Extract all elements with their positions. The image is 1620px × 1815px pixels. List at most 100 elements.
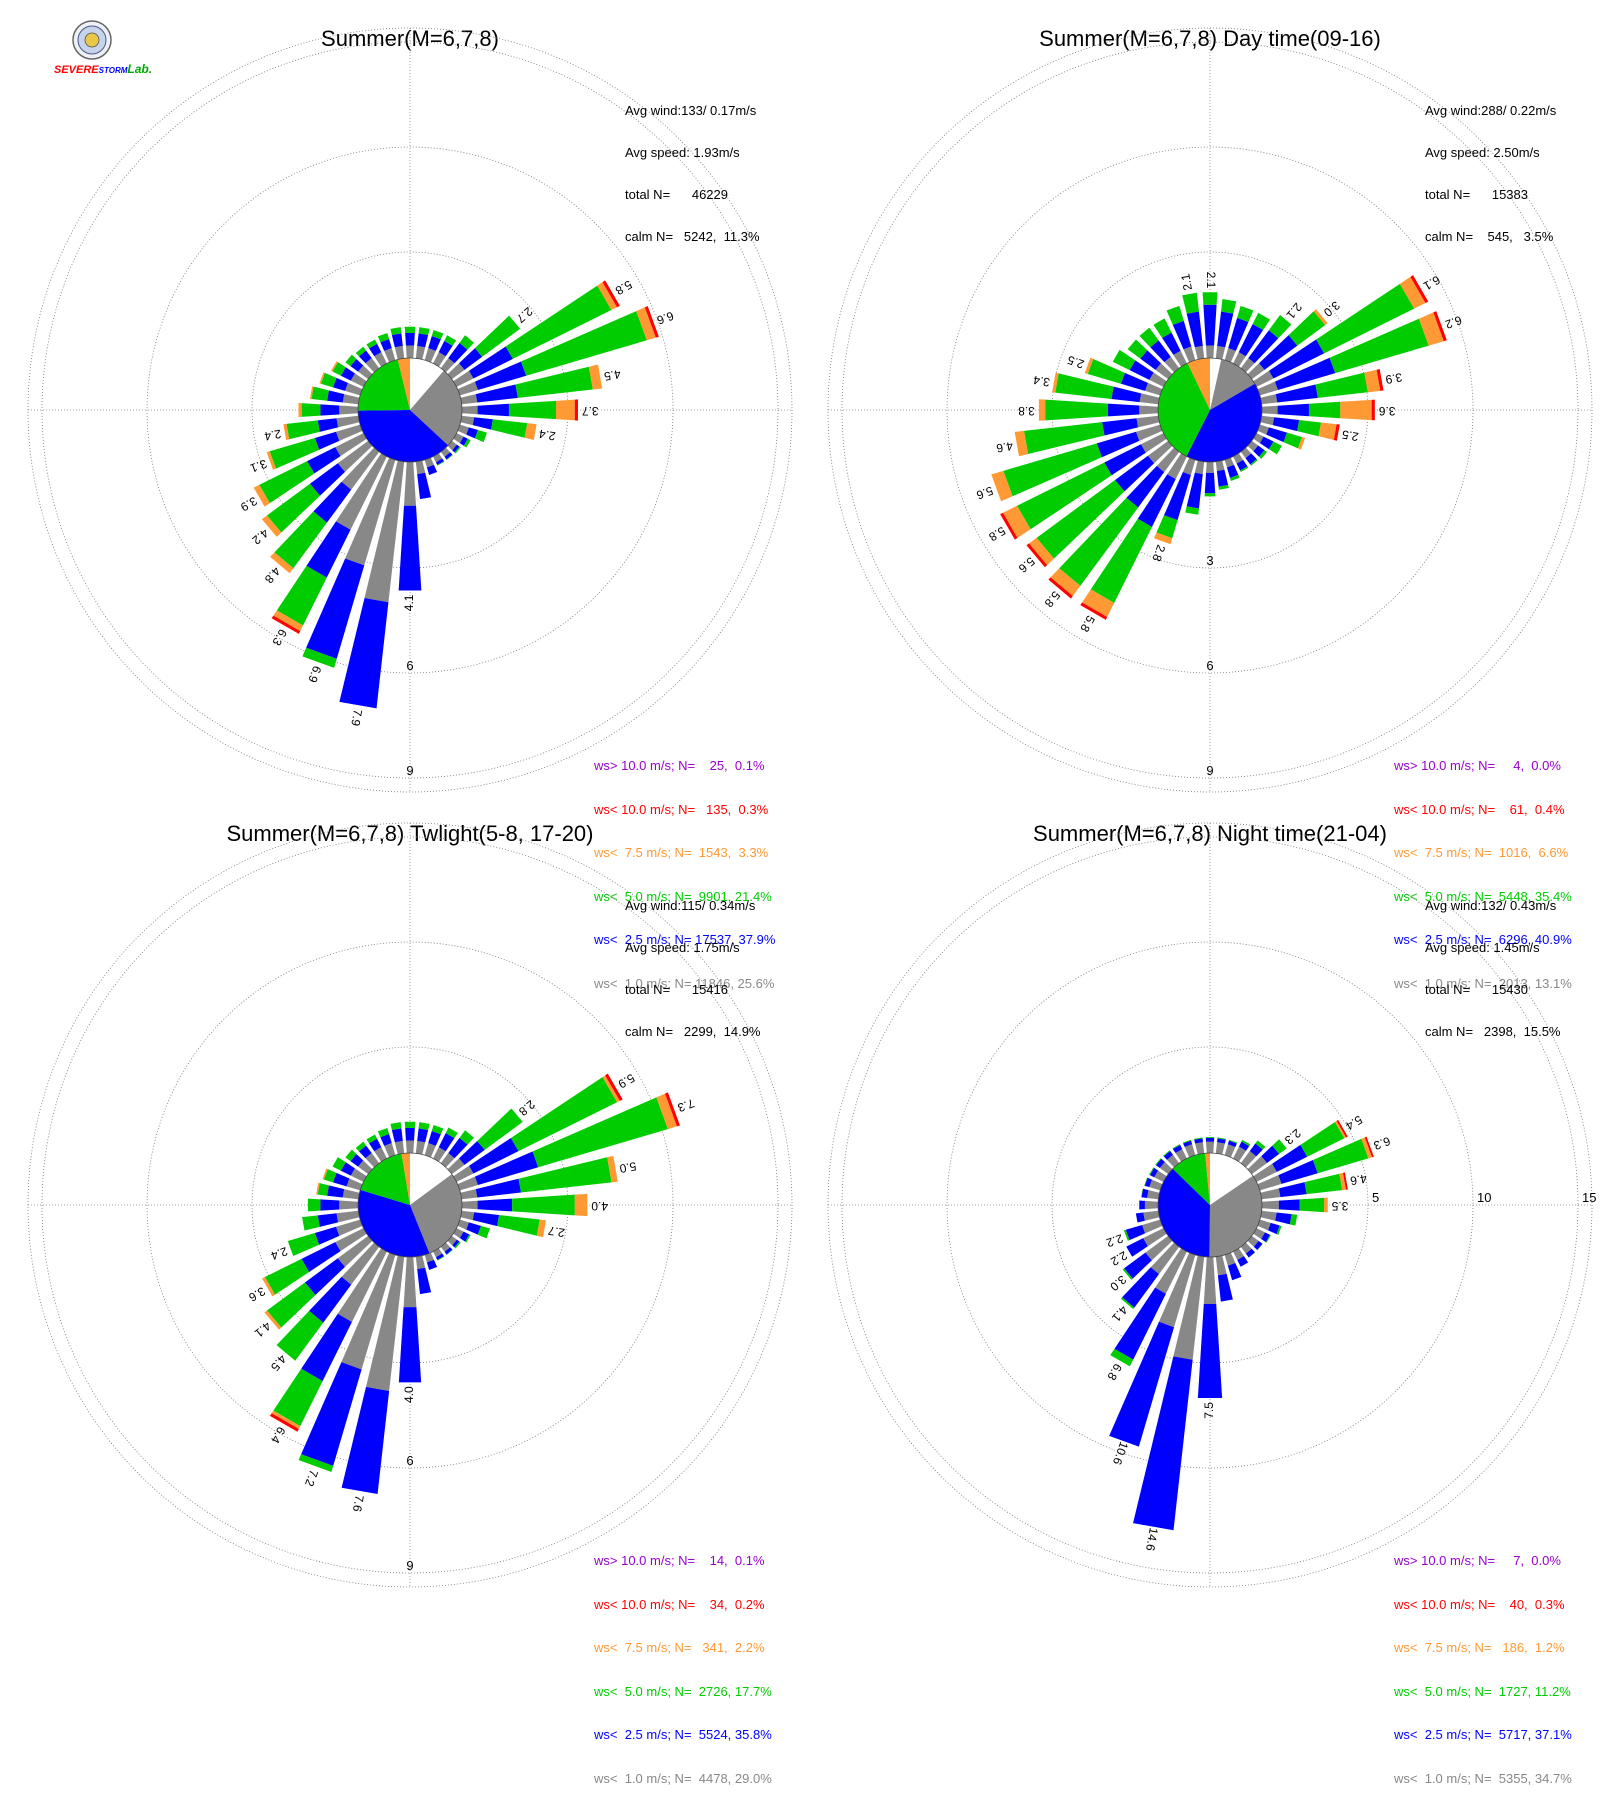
bar-label: 10.6 [1110,1440,1131,1467]
bar-segment [512,1194,575,1216]
bar-label: 5.8 [1077,613,1098,635]
bar-segment [1186,472,1203,509]
bar-label: 4.6 [1349,1171,1368,1188]
bar-segment [1164,472,1191,521]
direction-bar [322,1168,363,1191]
direction-bar [1247,1235,1263,1251]
direction-bar [316,1182,360,1200]
ring-label: 9 [406,1558,413,1573]
bar-segment [1149,1179,1163,1191]
calm-pie-slice [358,1189,430,1257]
bar-segment [335,1219,363,1236]
bar-segment [384,348,396,363]
bar-segment [459,335,475,350]
bar-segment [491,419,528,438]
bar-segment [454,446,461,454]
direction-bar [1233,453,1249,473]
bar-segment [337,440,373,472]
bar-segment [1026,543,1048,568]
bar-segment [1144,1177,1152,1188]
bar-segment [342,1189,360,1200]
bar-segment [424,1252,434,1263]
bar-segment [475,384,518,403]
bar-label: 5.8 [613,277,635,298]
bar-segment [1253,1240,1263,1250]
bar-segment [259,461,315,504]
bar-segment [307,447,341,474]
ring-label: 6 [1206,658,1213,673]
direction-bar [1215,460,1229,490]
bar-segment [424,348,436,363]
bar-segment [1143,1228,1167,1247]
bar-segment [335,424,363,441]
lab-logo: SEVERESTORMLab. [50,20,152,84]
bar-segment [460,394,478,405]
direction-bar [404,326,416,359]
bar-segment [452,444,460,453]
bar-segment [319,372,325,384]
stats-block: Avg wind:115/ 0.34m/s Avg speed: 1.75m/s… [625,871,761,1067]
bar-segment [555,399,575,421]
bar-segment [1194,1138,1203,1144]
direction-bar [355,346,380,373]
bar-segment [457,1176,478,1191]
bar-segment [316,1182,320,1195]
bar-label: 3.9 [1384,370,1403,387]
bar-segment [1304,1173,1343,1195]
bar-segment [380,1134,392,1146]
bar-segment [524,423,537,440]
windrose-panel-daytime: Summer(M=6,7,8) Day time(09-16) 3 6 9 2.1 2.… [810,10,1610,990]
legend-item: ws< 10.0 m/s; N= 61, 0.4% [1394,801,1565,817]
bar-segment [339,598,389,709]
bar-segment [390,1122,402,1131]
direction-bar [1224,1139,1238,1158]
bar-segment [366,339,378,349]
bar-segment [1167,453,1187,480]
bar-segment [1248,1252,1256,1258]
legend-item: ws< 5.0 m/s; N= 5448, 35.4% [1394,888,1572,904]
direction-bar: 5.8 [986,433,1167,544]
direction-bar [440,335,475,373]
bar-segment [1122,1267,1159,1308]
bar-segment [466,427,478,439]
bar-segment [322,1168,328,1180]
direction-bar [345,354,373,380]
bar-segment [536,1219,547,1238]
bar-segment [317,1213,339,1227]
bar-segment [306,558,365,659]
bar-segment [1226,464,1239,478]
bar-segment [309,386,314,399]
bar-segment [336,453,387,530]
bar-segment [266,1282,316,1328]
stats-block: Avg wind:132/ 0.43m/s Avg speed: 1.45m/s… [1425,871,1561,1067]
bar-segment [1253,433,1264,444]
ring-label: 15 [1582,1190,1596,1205]
legend-item: ws< 2.5 m/s; N= 5717, 37.1% [1394,1727,1572,1742]
bar-segment [1080,602,1108,620]
bar-segment [477,1108,523,1150]
direction-bar [1166,305,1196,363]
bar-label: 3.9 [238,494,260,515]
bar-segment [1048,577,1073,599]
bar-label: 4.0 [591,1199,608,1213]
bar-segment [1248,330,1279,364]
direction-bar: 4.1 [398,461,422,611]
bar-segment [508,400,556,420]
bar-segment [1364,369,1381,393]
bar-segment [1156,447,1180,473]
bar-segment [337,1248,387,1322]
bar-segment [1124,1252,1152,1279]
calm-pie-outline [1157,357,1263,463]
bar-segment [453,433,464,444]
direction-bar [1144,1177,1163,1191]
bar-segment [1250,459,1258,466]
direction-bar: 7.3 [457,1092,696,1191]
bar-segment [404,1121,416,1129]
bar-segment [1278,1182,1307,1198]
bar-segment [477,1225,491,1239]
bar-segment [424,457,434,468]
bar-segment [350,1153,364,1167]
bar-segment [364,460,405,603]
bar-label: 5.6 [1016,554,1038,576]
bar-segment [1111,386,1142,403]
